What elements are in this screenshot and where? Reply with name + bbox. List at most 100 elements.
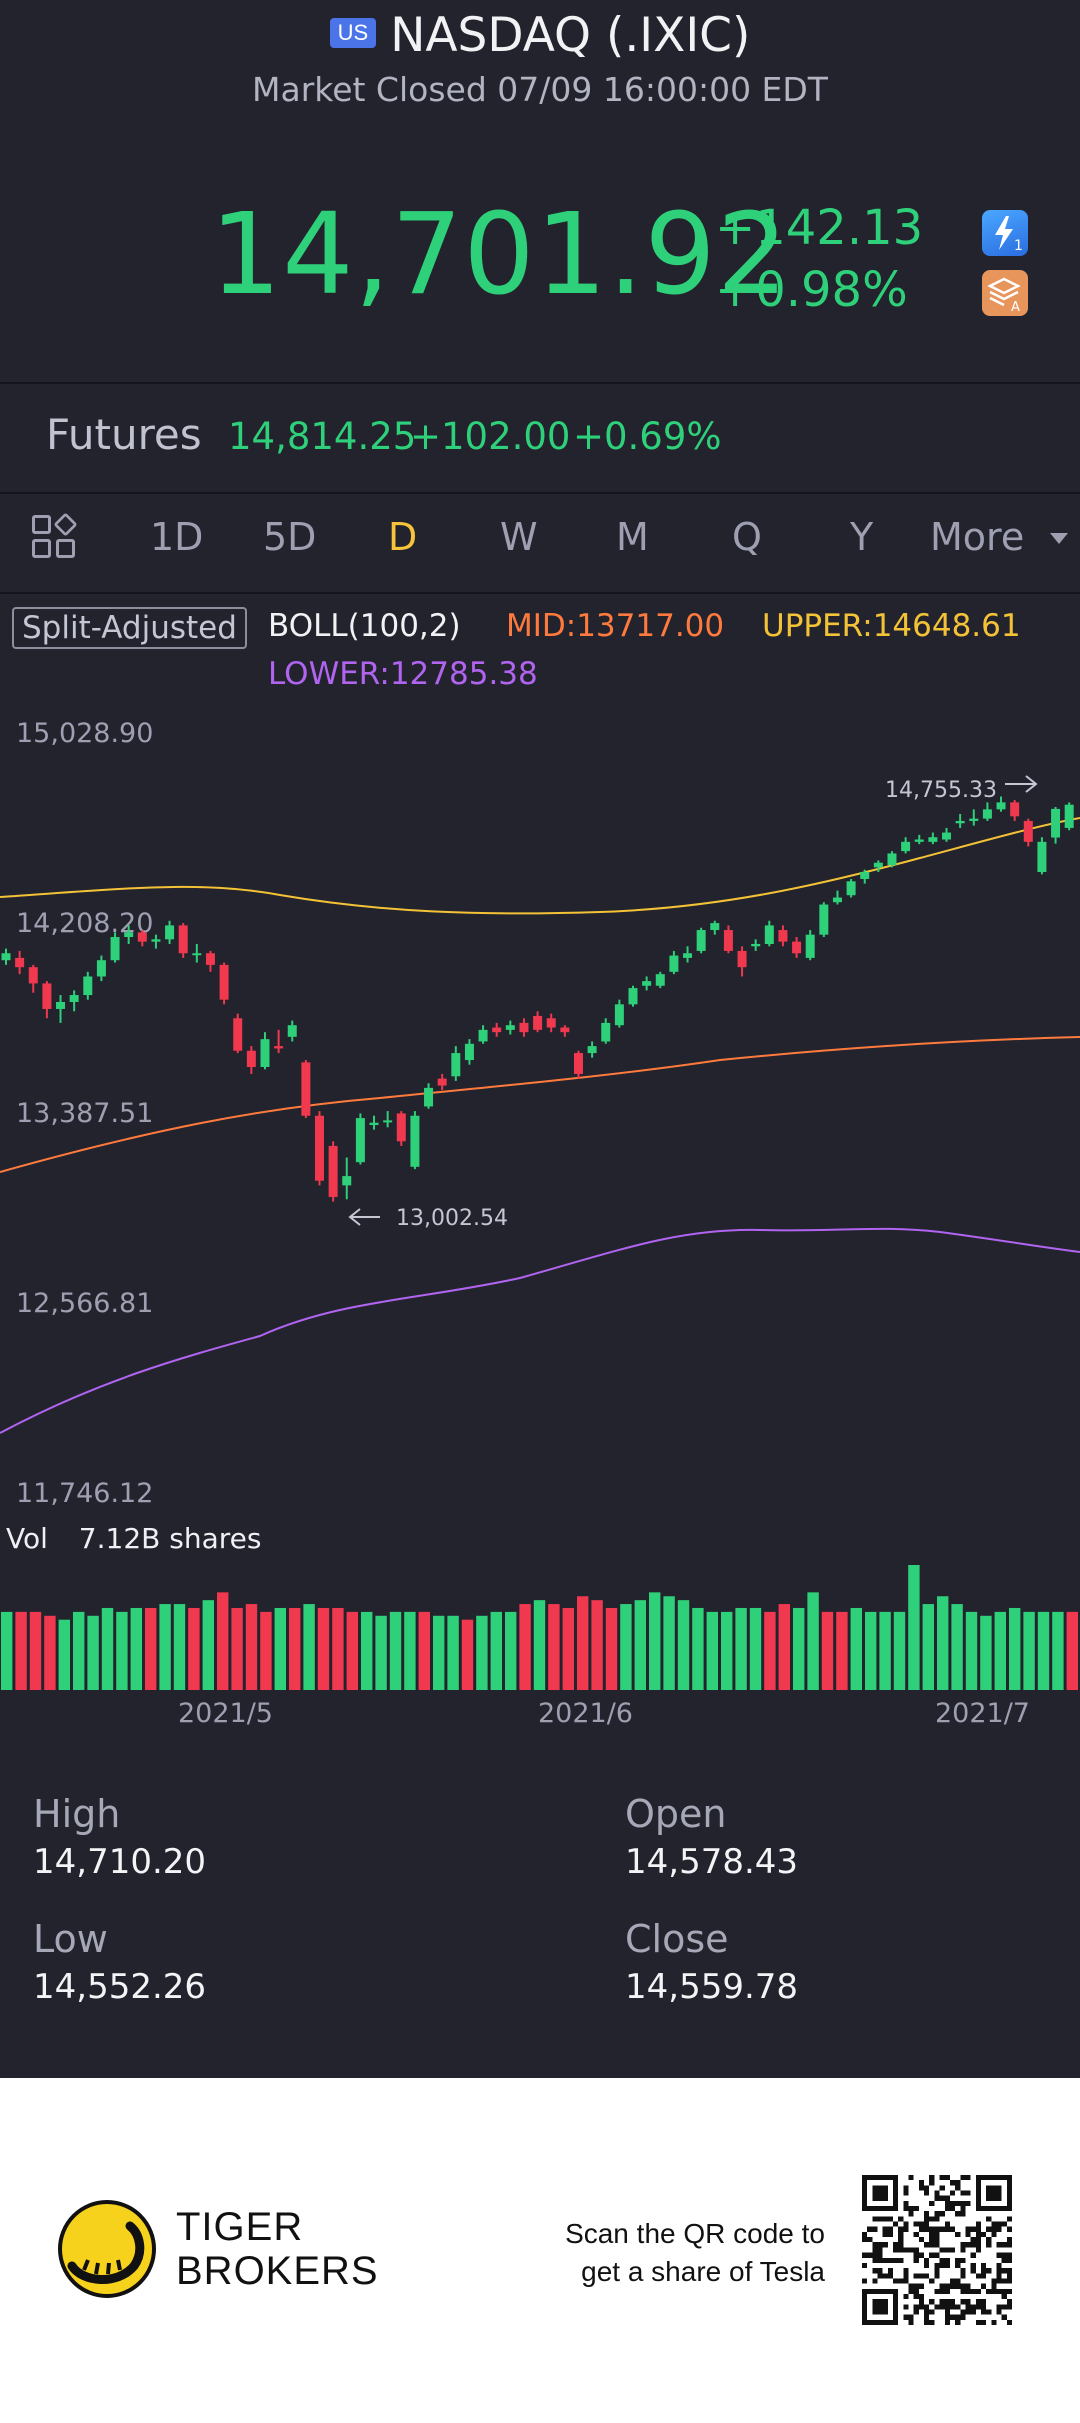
- candle-body[interactable]: [942, 832, 952, 840]
- candle-body[interactable]: [860, 872, 870, 879]
- candle-body[interactable]: [723, 930, 733, 951]
- candle-body[interactable]: [955, 820, 965, 824]
- qr-module: [970, 2304, 976, 2310]
- candle-body[interactable]: [328, 1145, 338, 1197]
- candle-body[interactable]: [846, 881, 856, 896]
- candle-body[interactable]: [369, 1122, 379, 1126]
- candle-body[interactable]: [914, 839, 924, 842]
- candle-body[interactable]: [614, 1004, 624, 1026]
- candle-body[interactable]: [901, 841, 911, 852]
- tab-q[interactable]: Q: [732, 515, 762, 559]
- candle-body[interactable]: [601, 1022, 611, 1042]
- candle-body[interactable]: [655, 974, 665, 986]
- candle-body[interactable]: [478, 1029, 488, 1042]
- candle-body[interactable]: [205, 953, 215, 965]
- candle-body[interactable]: [969, 818, 979, 821]
- candle-body[interactable]: [546, 1018, 556, 1028]
- candle-body[interactable]: [887, 853, 897, 866]
- candle-body[interactable]: [982, 809, 992, 819]
- candle-body[interactable]: [246, 1050, 256, 1067]
- candle-body[interactable]: [124, 932, 134, 938]
- candle-body[interactable]: [260, 1039, 270, 1067]
- boll-indicator[interactable]: BOLL(100,2): [268, 608, 461, 644]
- candle-body[interactable]: [669, 955, 679, 972]
- candle-body[interactable]: [805, 934, 815, 958]
- candle-body[interactable]: [83, 976, 93, 996]
- candle-body[interactable]: [178, 925, 188, 954]
- candle-body[interactable]: [1051, 808, 1061, 838]
- candle-body[interactable]: [683, 953, 693, 958]
- candle-body[interactable]: [560, 1027, 570, 1033]
- candle-body[interactable]: [219, 964, 229, 1000]
- tab-5d[interactable]: 5D: [263, 515, 317, 559]
- candle-body[interactable]: [464, 1043, 474, 1061]
- candle-body[interactable]: [137, 932, 147, 942]
- candle-body[interactable]: [165, 925, 175, 940]
- candle-body[interactable]: [1037, 841, 1047, 873]
- candle-body[interactable]: [424, 1087, 434, 1107]
- candle-body[interactable]: [792, 941, 802, 954]
- candle-body[interactable]: [819, 904, 829, 935]
- tab-y[interactable]: Y: [850, 515, 874, 559]
- candle-body[interactable]: [873, 862, 883, 868]
- tab-w[interactable]: W: [500, 515, 538, 559]
- qr-module: [1006, 2299, 1012, 2305]
- candle-body[interactable]: [996, 802, 1006, 810]
- candle-body[interactable]: [437, 1078, 447, 1086]
- candle-body[interactable]: [69, 995, 79, 1003]
- candle-body[interactable]: [410, 1115, 420, 1167]
- candle-body[interactable]: [274, 1046, 284, 1049]
- candle-body[interactable]: [573, 1053, 583, 1074]
- lightning-icon[interactable]: 1: [982, 210, 1028, 256]
- candle-body[interactable]: [751, 943, 761, 947]
- candle-body[interactable]: [587, 1046, 597, 1054]
- candle-body[interactable]: [533, 1015, 543, 1030]
- candle-body[interactable]: [519, 1022, 529, 1033]
- candle-body[interactable]: [233, 1018, 243, 1051]
- candle-body[interactable]: [56, 1002, 66, 1009]
- candle-body[interactable]: [1, 953, 11, 961]
- candle-body[interactable]: [451, 1053, 461, 1077]
- candle-body[interactable]: [737, 950, 747, 968]
- tab-m[interactable]: M: [616, 515, 649, 559]
- candle-body[interactable]: [642, 981, 652, 986]
- tab-1d[interactable]: 1D: [150, 515, 204, 559]
- candle-body[interactable]: [287, 1025, 297, 1037]
- qr-module: [1001, 2257, 1007, 2263]
- split-adjusted-toggle[interactable]: Split-Adjusted: [12, 607, 247, 649]
- candle-body[interactable]: [96, 960, 106, 977]
- candle-body[interactable]: [396, 1113, 406, 1142]
- candle-body[interactable]: [151, 939, 161, 942]
- candle-body[interactable]: [710, 923, 720, 931]
- candle-body[interactable]: [355, 1118, 365, 1163]
- qr-code-icon[interactable]: [862, 2175, 1012, 2325]
- tab-d[interactable]: D: [388, 515, 418, 559]
- candle-body[interactable]: [1064, 804, 1074, 828]
- candle-body[interactable]: [192, 953, 202, 956]
- grid-icon[interactable]: [32, 512, 78, 561]
- candle-body[interactable]: [15, 957, 25, 968]
- layers-icon[interactable]: A: [982, 270, 1028, 316]
- candle-body[interactable]: [628, 988, 638, 1005]
- candle-body[interactable]: [492, 1027, 502, 1033]
- candle-body[interactable]: [778, 930, 788, 942]
- candle-body[interactable]: [1023, 820, 1033, 842]
- qr-module: [924, 2257, 930, 2263]
- candle-body[interactable]: [315, 1115, 325, 1181]
- candle-body[interactable]: [28, 967, 38, 984]
- candle-body[interactable]: [342, 1176, 352, 1186]
- candle-body[interactable]: [1010, 802, 1020, 817]
- candle-body[interactable]: [764, 925, 774, 944]
- candle-body[interactable]: [505, 1025, 515, 1030]
- candle-body[interactable]: [42, 983, 52, 1009]
- qr-module: [893, 2309, 899, 2315]
- candle-body[interactable]: [832, 897, 842, 903]
- candle-body[interactable]: [301, 1062, 311, 1116]
- candlestick-chart[interactable]: 14,755.33 13,002.54: [0, 700, 1080, 1520]
- candle-body[interactable]: [383, 1120, 393, 1123]
- candle-body[interactable]: [110, 937, 120, 961]
- candle-body[interactable]: [696, 930, 706, 951]
- candle-body[interactable]: [928, 837, 938, 842]
- volume-bar: [591, 1600, 603, 1690]
- tab-more[interactable]: More: [930, 515, 1069, 559]
